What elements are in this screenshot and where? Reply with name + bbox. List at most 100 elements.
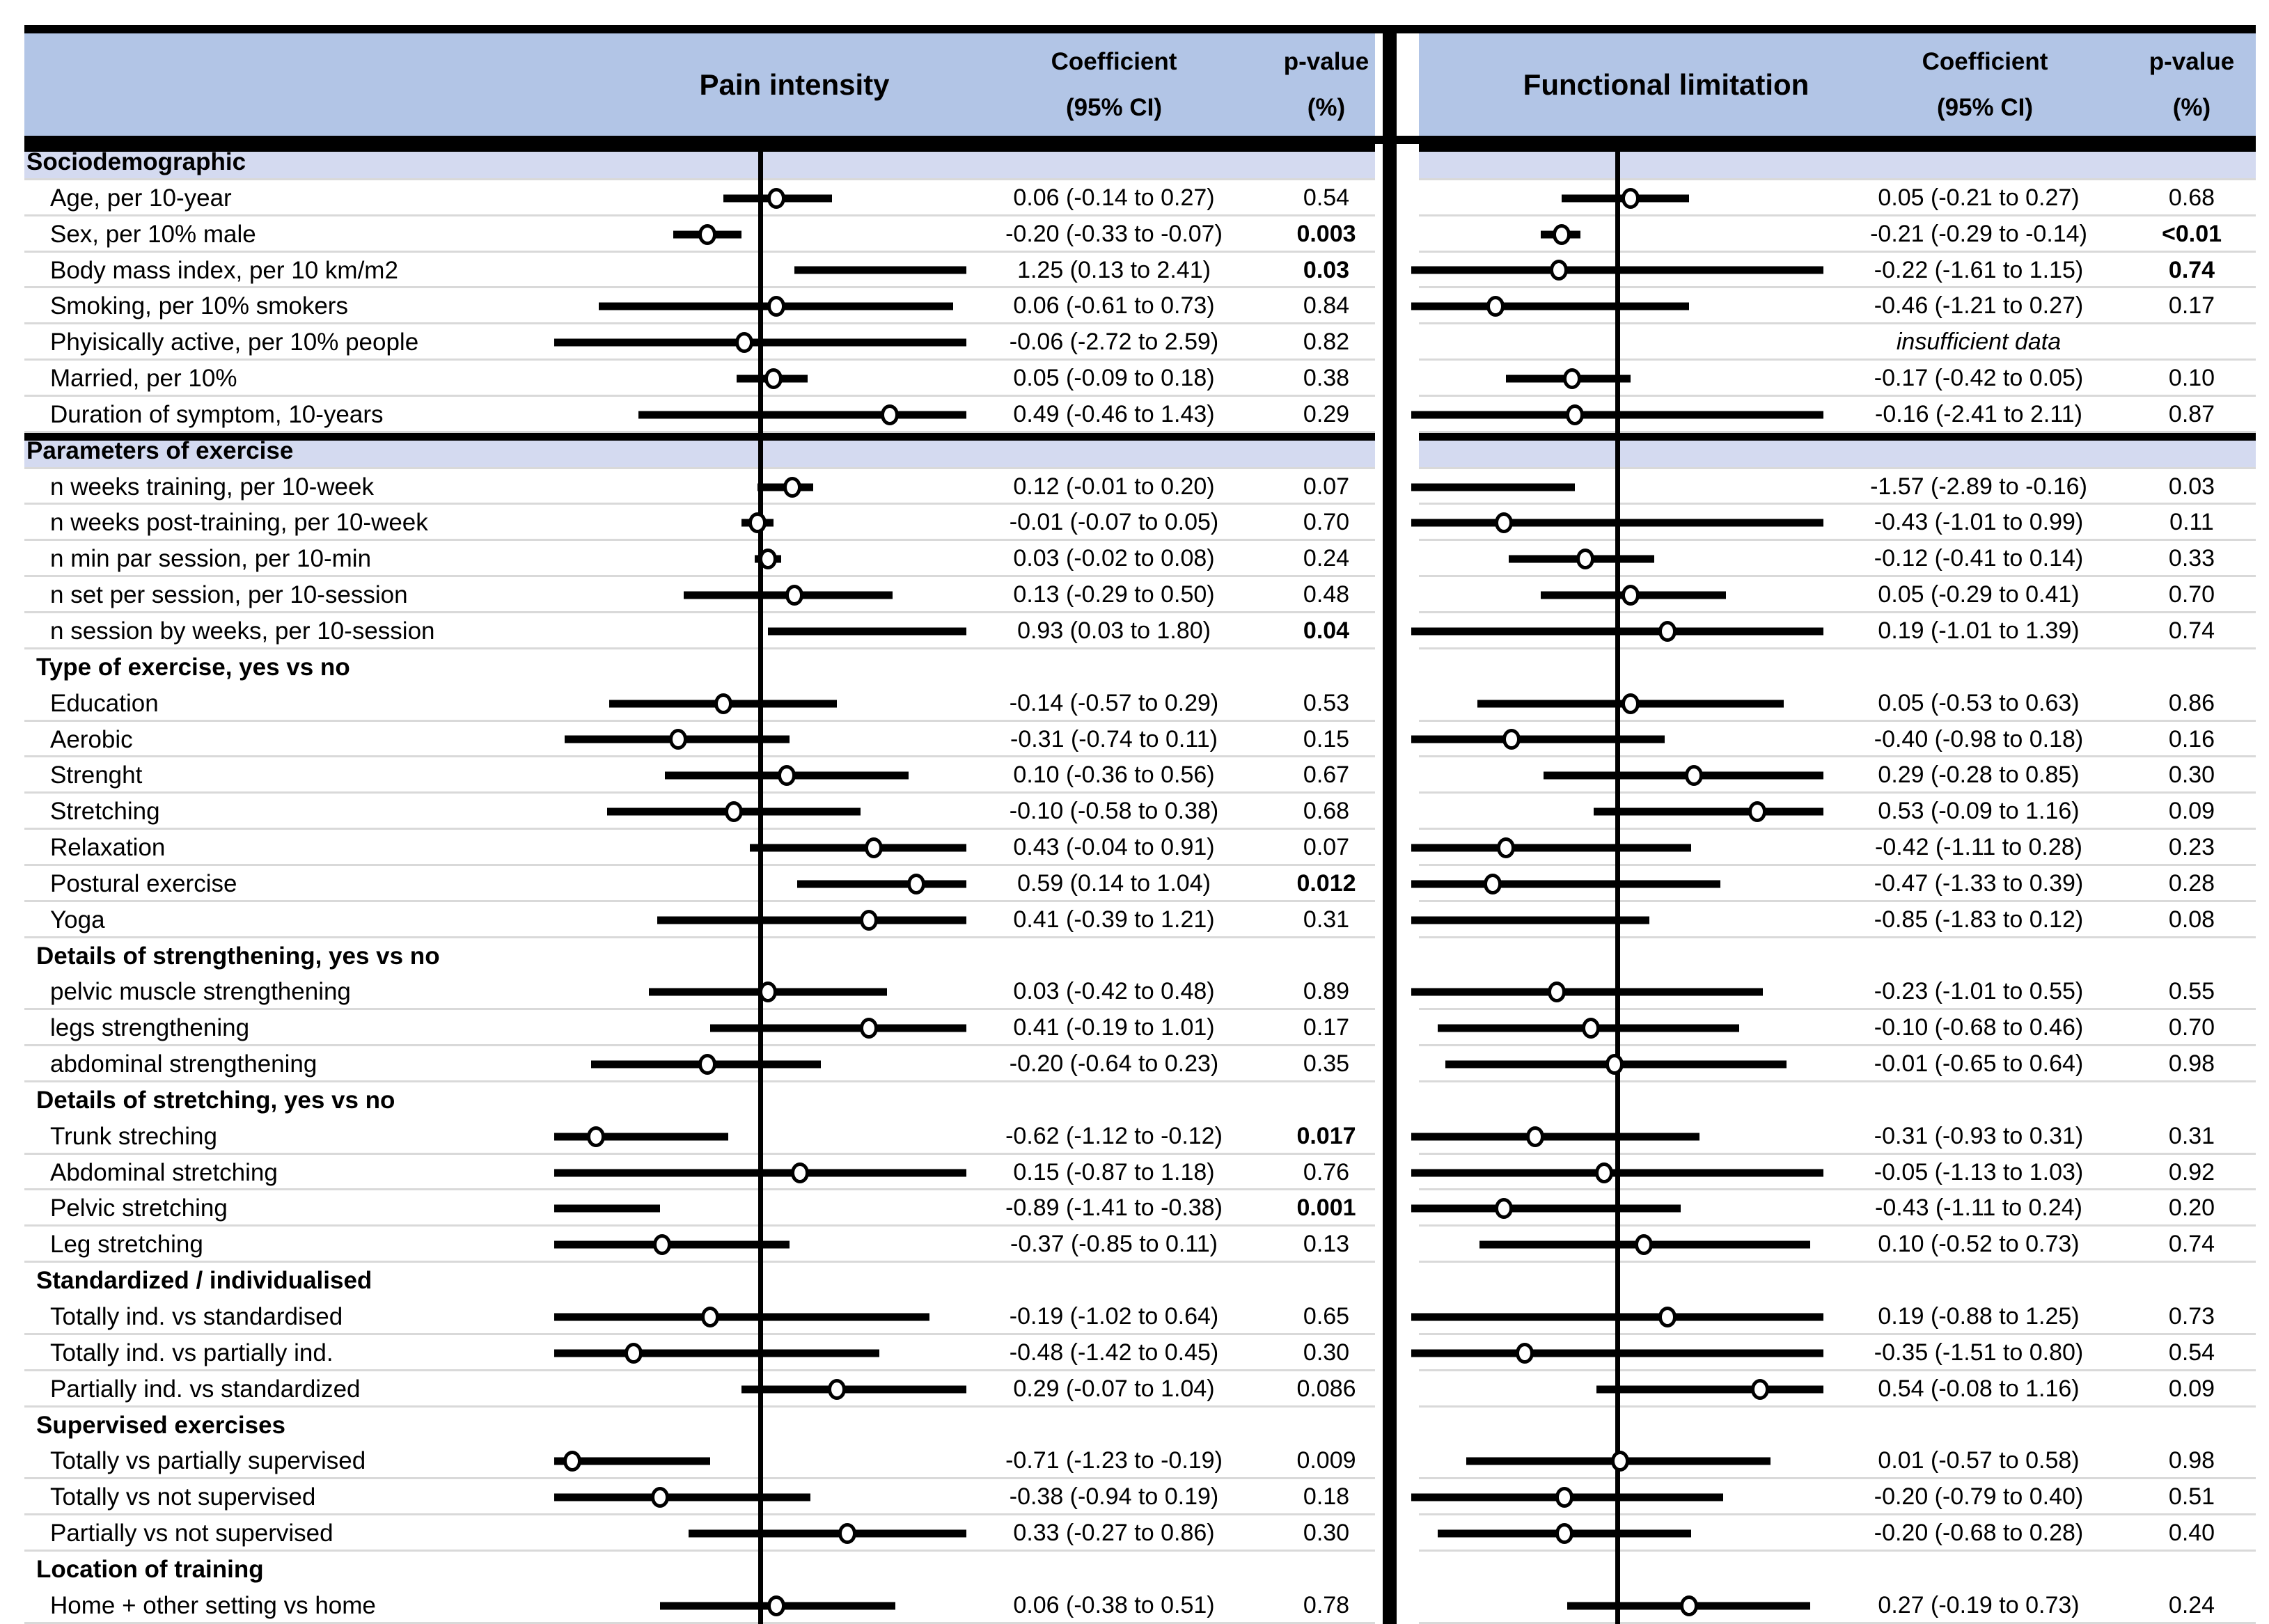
coefficient-value: -0.01 (-0.65 to 0.64) bbox=[1874, 1050, 2084, 1078]
row-label: Married, per 10% bbox=[50, 365, 237, 393]
coefficient-value: -0.22 (-1.61 to 1.15) bbox=[1874, 256, 2084, 283]
row-label: Leg stretching bbox=[50, 1231, 203, 1259]
section-band bbox=[1419, 432, 2256, 469]
table-body: Sociodemographic Age, per 10-year 0.06 (-0… bbox=[0, 144, 2269, 1624]
p-value: 0.30 bbox=[1303, 1520, 1350, 1547]
coefficient-value: 0.49 (-0.46 to 1.43) bbox=[1013, 400, 1215, 427]
row-divider bbox=[24, 503, 1375, 505]
coefficient-value: -0.20 (-0.68 to 0.28) bbox=[1874, 1520, 2084, 1547]
p-value: <0.01 bbox=[2161, 220, 2222, 247]
coefficient-value: 0.13 (-0.29 to 0.50) bbox=[1013, 581, 1215, 608]
p-value: 0.24 bbox=[1303, 545, 1350, 572]
point-marker bbox=[767, 296, 785, 317]
table-row: n set per session, per 10-session 0.13 (-… bbox=[0, 577, 2269, 613]
row-divider bbox=[24, 863, 1375, 866]
p-value: 0.53 bbox=[1303, 689, 1350, 716]
coefficient-value: 0.41 (-0.19 to 1.01) bbox=[1013, 1014, 1215, 1041]
point-marker bbox=[735, 332, 754, 354]
point-marker bbox=[698, 1054, 716, 1075]
row-label: n weeks post-training, per 10-week bbox=[50, 509, 428, 537]
row-divider bbox=[24, 1152, 1375, 1155]
p-value: 0.24 bbox=[2168, 1591, 2215, 1618]
table-row: Married, per 10% 0.05 (-0.09 to 0.18) 0.38… bbox=[0, 361, 2269, 397]
row-divider bbox=[24, 250, 1375, 253]
coefficient-value: 0.06 (-0.14 to 0.27) bbox=[1013, 184, 1215, 211]
coefficient-value: 0.06 (-0.61 to 0.73) bbox=[1013, 292, 1215, 320]
ci-line bbox=[1411, 880, 1721, 888]
coefficient-value: 0.05 (-0.21 to 0.27) bbox=[1878, 184, 2080, 211]
row-divider bbox=[24, 539, 1375, 542]
p-value: 0.30 bbox=[2168, 762, 2215, 789]
point-marker bbox=[1576, 549, 1595, 570]
row-divider bbox=[24, 358, 1375, 361]
point-marker bbox=[859, 909, 878, 931]
table-row: Standardized / individualised bbox=[0, 1263, 2269, 1299]
ci-line bbox=[768, 627, 967, 636]
row-label: Trunk streching bbox=[50, 1122, 217, 1150]
p-value: 0.73 bbox=[2168, 1303, 2215, 1330]
coefficient-value: -0.23 (-1.01 to 0.55) bbox=[1874, 978, 2084, 1005]
row-divider bbox=[24, 575, 1375, 578]
p-value: 0.13 bbox=[1303, 1231, 1350, 1258]
ci-line bbox=[553, 1457, 710, 1465]
row-divider bbox=[24, 610, 1375, 613]
row-divider bbox=[24, 214, 1375, 216]
p-value: 0.15 bbox=[1303, 725, 1350, 752]
row-divider bbox=[1419, 1080, 2256, 1082]
table-row: Trunk streching -0.62 (-1.12 to -0.12) 0.0… bbox=[0, 1119, 2269, 1155]
ci-line bbox=[741, 1385, 967, 1394]
point-marker bbox=[1550, 260, 1569, 281]
coefficient-value: -0.20 (-0.79 to 0.40) bbox=[1874, 1483, 2084, 1511]
row-divider bbox=[1419, 647, 2256, 649]
point-marker bbox=[624, 1342, 643, 1364]
point-marker bbox=[1751, 1378, 1770, 1400]
coefficient-value: -0.37 (-0.85 to 0.11) bbox=[1010, 1231, 1218, 1258]
p-value: 0.003 bbox=[1296, 220, 1356, 247]
row-divider bbox=[1419, 1224, 2256, 1227]
table-row: Strenght 0.10 (-0.36 to 0.56) 0.67 0.29 (-0… bbox=[0, 757, 2269, 794]
coefficient-value: -0.31 (-0.74 to 0.11) bbox=[1010, 725, 1218, 752]
point-marker bbox=[1484, 873, 1502, 894]
row-label: n weeks training, per 10-week bbox=[50, 473, 374, 500]
p-value: 0.03 bbox=[1303, 256, 1350, 283]
coefficient-value: 0.10 (-0.36 to 0.56) bbox=[1013, 762, 1215, 789]
row-label: Partially ind. vs standardized bbox=[50, 1375, 361, 1403]
coefficient-value: -0.47 (-1.33 to 0.39) bbox=[1874, 869, 2084, 897]
table-row: Postural exercise 0.59 (0.14 to 1.04) 0.01… bbox=[0, 866, 2269, 902]
table-row: Smoking, per 10% smokers 0.06 (-0.61 to 0… bbox=[0, 288, 2269, 325]
coefficient-value: -0.85 (-1.83 to 0.12) bbox=[1874, 906, 2084, 933]
ci-line bbox=[553, 1133, 729, 1141]
row-label: Sex, per 10% male bbox=[50, 220, 256, 248]
coefficient-value: 0.93 (0.03 to 1.80) bbox=[1017, 617, 1211, 644]
p-value: 0.16 bbox=[2168, 725, 2215, 752]
ci-line bbox=[1411, 1204, 1681, 1213]
point-marker bbox=[1494, 1198, 1513, 1220]
row-divider bbox=[1419, 286, 2256, 289]
table-row: Body mass index, per 10 km/m2 1.25 (0.13 … bbox=[0, 253, 2269, 289]
table-row: Phyisically active, per 10% people -0.06 … bbox=[0, 324, 2269, 361]
p-value: 0.28 bbox=[2168, 869, 2215, 897]
p-value: 0.31 bbox=[1303, 906, 1350, 933]
point-marker bbox=[1679, 1595, 1698, 1616]
row-label: Standardized / individualised bbox=[36, 1267, 372, 1295]
row-divider bbox=[1419, 250, 2256, 253]
table-row: Relaxation 0.43 (-0.04 to 0.91) 0.07 -0.42 … bbox=[0, 830, 2269, 866]
table-row: n weeks training, per 10-week 0.12 (-0.01… bbox=[0, 469, 2269, 505]
coefficient-value: -0.31 (-0.93 to 0.31) bbox=[1874, 1122, 2084, 1149]
coefficient-value: -0.40 (-0.98 to 0.18) bbox=[1874, 725, 2084, 752]
point-marker bbox=[587, 1126, 606, 1147]
row-label: Education bbox=[50, 689, 159, 717]
point-marker bbox=[1566, 404, 1585, 425]
coefficient-value: 0.01 (-0.57 to 0.58) bbox=[1878, 1447, 2080, 1474]
ci-line bbox=[709, 1024, 967, 1032]
coefficient-value: 0.29 (-0.07 to 1.04) bbox=[1013, 1375, 1215, 1402]
table-row: Stretching -0.10 (-0.58 to 0.38) 0.68 0.53 … bbox=[0, 794, 2269, 830]
func-panel-title: Functional limitation bbox=[1523, 68, 1809, 101]
row-label: abdominal strengthening bbox=[50, 1050, 317, 1078]
row-divider bbox=[24, 1549, 1375, 1552]
coefficient-value: 0.10 (-0.52 to 0.73) bbox=[1878, 1231, 2080, 1258]
coefficient-value: -0.46 (-1.21 to 0.27) bbox=[1874, 292, 2084, 320]
p-value: 0.74 bbox=[2168, 1231, 2215, 1258]
table-row: Sociodemographic bbox=[0, 144, 2269, 180]
table-row: pelvic muscle strengthening 0.03 (-0.42 t… bbox=[0, 974, 2269, 1011]
